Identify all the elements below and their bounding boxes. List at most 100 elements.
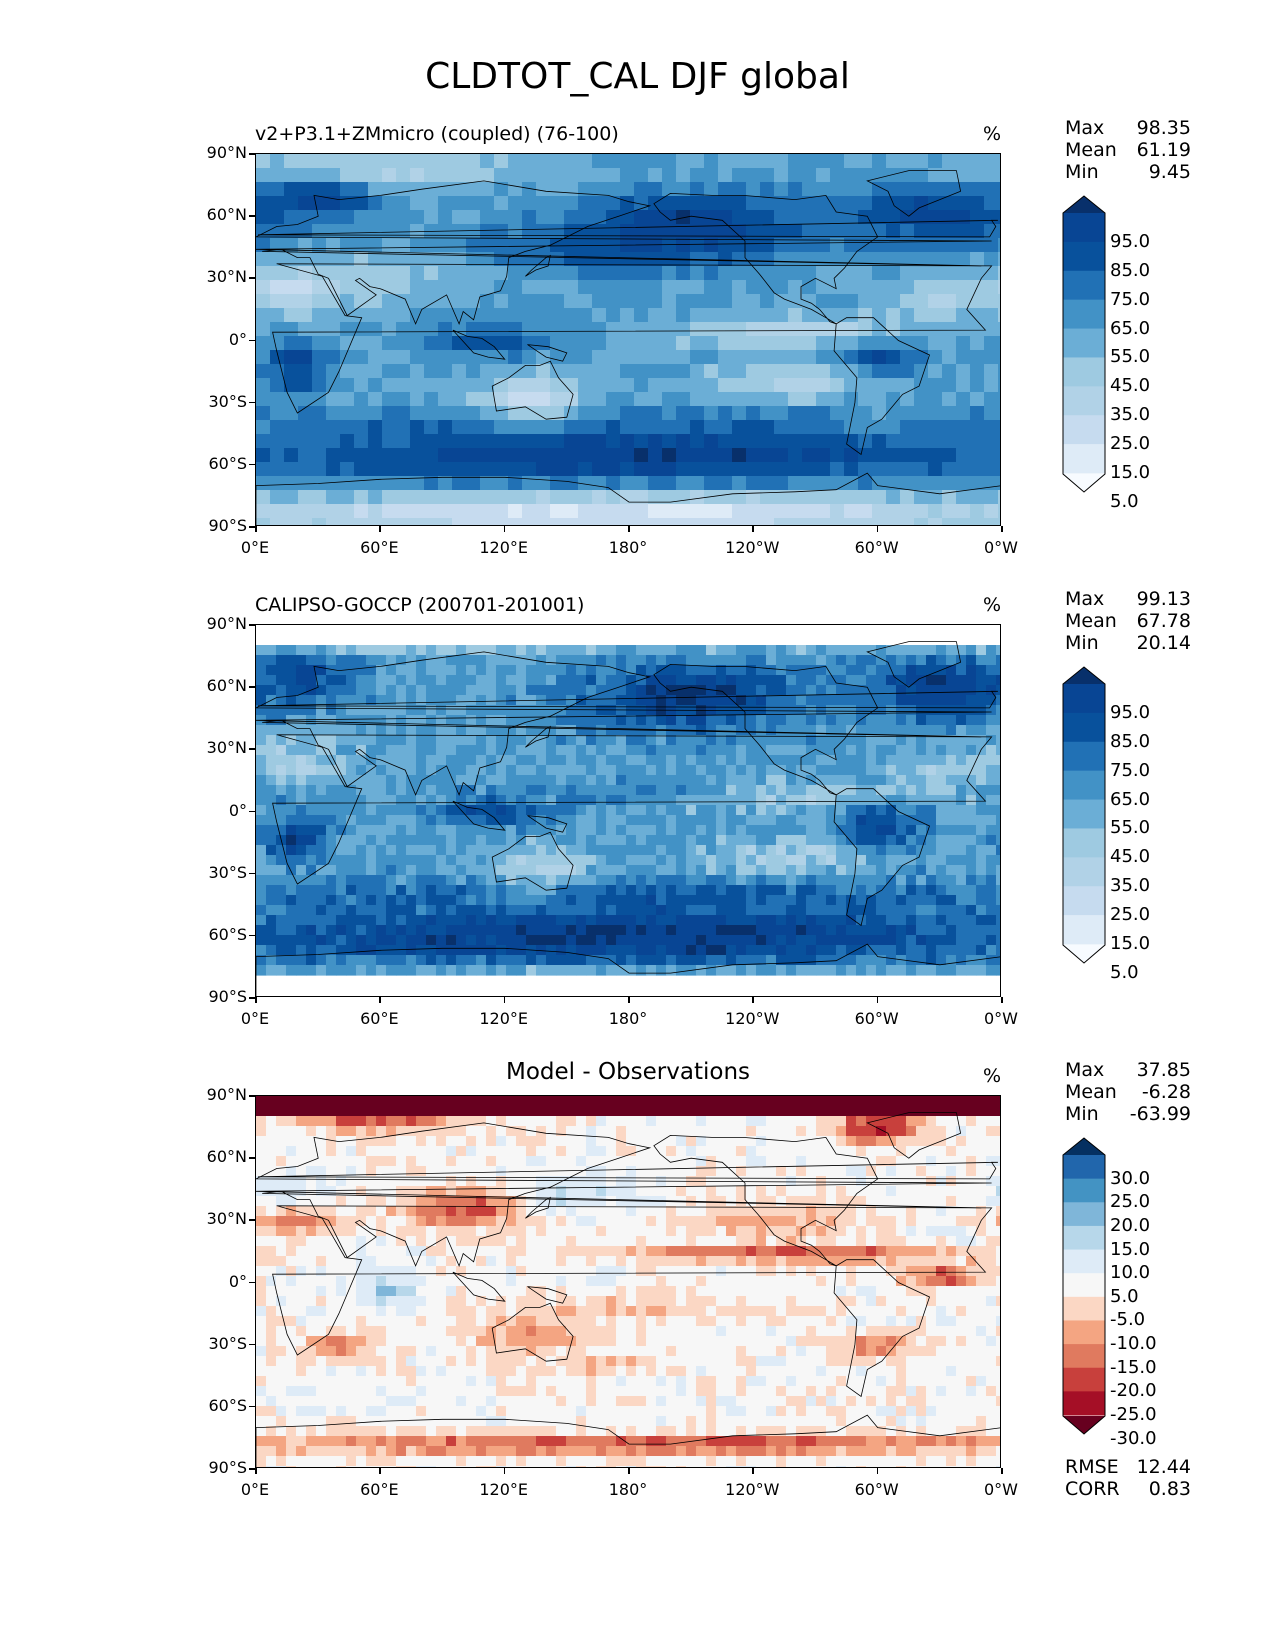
x-tick-label: 120°W — [725, 1480, 780, 1499]
y-tick-label: 90°N — [206, 143, 247, 162]
x-tick — [876, 997, 879, 1003]
x-tick-label: 120°W — [725, 538, 780, 557]
colorbar-extend-bottom — [1063, 1416, 1105, 1434]
stat-row: Min -63.99 — [1065, 1103, 1191, 1125]
colorbar-label: 75.0 — [1110, 288, 1151, 310]
x-tick — [379, 997, 381, 1003]
x-tick-label: 120°W — [725, 1009, 780, 1028]
y-tick-label: 90°S — [208, 987, 247, 1006]
coastline-7 — [452, 800, 506, 831]
stat-value: 67.78 — [1136, 610, 1191, 632]
stat-row: Max 98.35 — [1065, 117, 1191, 139]
x-tick — [1001, 526, 1003, 532]
colorbar-segment — [1063, 857, 1105, 887]
stat-label: Max — [1065, 1059, 1105, 1081]
colorbar-segment — [1063, 915, 1105, 945]
coastline-10 — [258, 690, 998, 709]
colorbar-label: -25.0 — [1110, 1404, 1157, 1425]
stat-row: Max 99.13 — [1065, 588, 1191, 610]
map-obs — [255, 624, 1001, 997]
colorbar-segment — [1063, 299, 1105, 330]
x-tick — [752, 1468, 754, 1474]
stat-label: Mean — [1065, 139, 1117, 161]
x-tick-label: 60°W — [854, 538, 899, 557]
coastline-4 — [653, 192, 879, 325]
x-tick — [628, 526, 630, 532]
colorbar-label: 5.0 — [1110, 490, 1139, 512]
colorbar-segment — [1063, 1296, 1105, 1321]
x-tick — [628, 997, 630, 1003]
y-tick — [249, 686, 255, 688]
coastlines — [256, 1112, 1000, 1467]
x-tick — [628, 1468, 630, 1474]
colorbar-label: 75.0 — [1110, 759, 1151, 781]
colorbar-label: -5.0 — [1110, 1309, 1146, 1331]
coastline-0 — [272, 734, 993, 885]
stat-value: 99.13 — [1136, 588, 1191, 610]
stats-box: Max 37.85 Mean -6.28 Min -63.99 — [1065, 1059, 1191, 1125]
x-tick-label: 60°W — [854, 1009, 899, 1028]
coastline-6 — [256, 472, 1000, 525]
stat-value: -63.99 — [1129, 1103, 1191, 1125]
y-tick-label: 30°S — [208, 391, 247, 411]
x-tick — [876, 526, 879, 532]
coastline-2 — [491, 360, 574, 420]
y-tick-label: 60°S — [208, 1395, 247, 1415]
stat-value: -6.28 — [1141, 1081, 1191, 1103]
stat-row: Min 9.45 — [1065, 161, 1191, 183]
unit-label: % — [983, 123, 1002, 145]
x-tick-label: 60°W — [854, 1480, 899, 1499]
stat-label: Min — [1065, 161, 1099, 183]
x-tick — [503, 526, 506, 532]
y-tick — [249, 1405, 255, 1408]
y-tick-label: 0° — [228, 329, 247, 349]
panel-title: v2+P3.1+ZMmicro (coupled) (76-100) — [255, 123, 619, 145]
y-tick — [249, 463, 255, 466]
stat-label: Max — [1065, 588, 1105, 610]
coastline-9 — [525, 254, 551, 277]
x-tick-label: 0°W — [984, 538, 1018, 557]
coastlines — [256, 641, 1000, 996]
x-tick — [503, 1468, 506, 1474]
y-tick-label: 60°N — [206, 205, 247, 225]
y-tick-label: 90°N — [206, 1085, 247, 1104]
y-tick — [249, 339, 255, 341]
y-tick — [249, 401, 255, 404]
map-svg — [256, 1096, 1000, 1467]
x-tick-label: 0°W — [984, 1009, 1018, 1028]
colorbar-label: 45.0 — [1110, 846, 1151, 868]
colorbar-extend-bottom — [1063, 945, 1105, 963]
colorbar-segment — [1063, 741, 1105, 772]
x-tick — [876, 1468, 879, 1474]
colorbar-label: 55.0 — [1110, 346, 1151, 368]
coastline-6 — [256, 943, 1000, 996]
colorbar-segment — [1063, 1249, 1105, 1274]
colorbar-label: 35.0 — [1110, 875, 1151, 897]
y-tick — [249, 1468, 255, 1470]
coastline-1 — [256, 651, 992, 797]
colorbar-segment — [1063, 1225, 1105, 1251]
colorbar-segment — [1063, 1155, 1105, 1180]
colorbar-outline — [1062, 195, 1106, 493]
coastline-7 — [452, 1271, 506, 1302]
coastline-10 — [258, 219, 998, 238]
colorbar-label: 65.0 — [1110, 788, 1151, 810]
y-tick — [249, 1343, 255, 1346]
x-tick-label: 180° — [608, 1480, 648, 1499]
coastline-4 — [653, 1134, 879, 1267]
x-tick — [1001, 997, 1003, 1003]
coastline-8 — [527, 344, 568, 362]
coastlines — [256, 170, 1000, 525]
colorbar-segment — [1063, 1178, 1105, 1203]
y-tick — [249, 810, 255, 812]
stat-label: Min — [1065, 1103, 1099, 1125]
x-tick-label: 60°E — [360, 1480, 399, 1499]
colorbar-label: 95.0 — [1110, 230, 1151, 252]
x-tick — [255, 997, 257, 1003]
colorbar-segment — [1063, 1320, 1105, 1345]
colorbar-label: 15.0 — [1110, 462, 1151, 483]
metric-label: CORR — [1065, 1478, 1120, 1500]
stat-row: Mean -6.28 — [1065, 1081, 1191, 1103]
colorbar-label: 20.0 — [1110, 1214, 1151, 1236]
x-tick-label: 120°E — [479, 1009, 528, 1028]
